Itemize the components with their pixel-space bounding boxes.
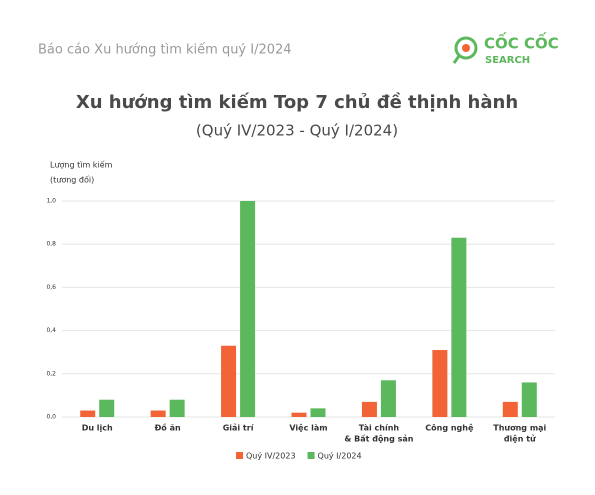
y-axis-label: Lượng tìm kiếm [50, 160, 113, 170]
bar [240, 201, 256, 417]
y-tick-label: 0,6 [46, 284, 56, 291]
logo: CỐC CỐC SEARCH [452, 32, 559, 66]
bar [291, 412, 307, 417]
bar [502, 401, 518, 417]
bar [310, 408, 326, 417]
x-tick-label: Công nghệ [425, 423, 474, 433]
x-tick-label: Việc làm [289, 424, 327, 433]
legend-label: Quý IV/2023 [246, 452, 296, 461]
logo-icon [452, 55, 461, 64]
y-tick-label: 0,8 [46, 241, 56, 248]
y-tick-label: 1,0 [46, 198, 56, 205]
bar [221, 345, 237, 417]
bar [361, 401, 377, 417]
legend-swatch [307, 452, 315, 459]
logo-name: CỐC CỐC [484, 32, 559, 53]
chart-subtitle: (Quý IV/2023 - Quý I/2024) [196, 122, 398, 140]
x-tick-label: Du lịch [82, 424, 113, 433]
y-tick-label: 0,2 [46, 370, 56, 377]
x-tick-label: Tài chính [359, 424, 400, 433]
x-tick-label: điện tử [504, 434, 536, 444]
bar [521, 382, 537, 417]
logo-icon [462, 44, 470, 52]
y-axis-label: (tương đối) [50, 175, 94, 185]
bar [99, 399, 115, 417]
y-tick-label: 0,0 [46, 414, 56, 421]
bar [451, 237, 467, 417]
y-tick-label: 0,4 [46, 327, 56, 334]
chart-title: Xu hướng tìm kiếm Top 7 chủ đề thịnh hàn… [76, 92, 518, 113]
x-tick-label: Đồ ăn [155, 423, 181, 433]
report-title: Báo cáo Xu hướng tìm kiếm quý I/2024 [38, 43, 292, 58]
x-tick-label: Giải trí [223, 423, 255, 433]
x-tick-label: & Bất động sản [344, 434, 413, 444]
logo-icon [454, 36, 478, 60]
bar [80, 410, 96, 417]
logo-sub: SEARCH [485, 55, 530, 66]
bar [169, 399, 185, 417]
bar [150, 410, 166, 417]
legend-label: Quý I/2024 [318, 452, 362, 461]
x-tick-label: Thương mại [493, 424, 546, 433]
legend-swatch [236, 452, 243, 459]
bar [432, 350, 448, 417]
bar [380, 380, 396, 417]
